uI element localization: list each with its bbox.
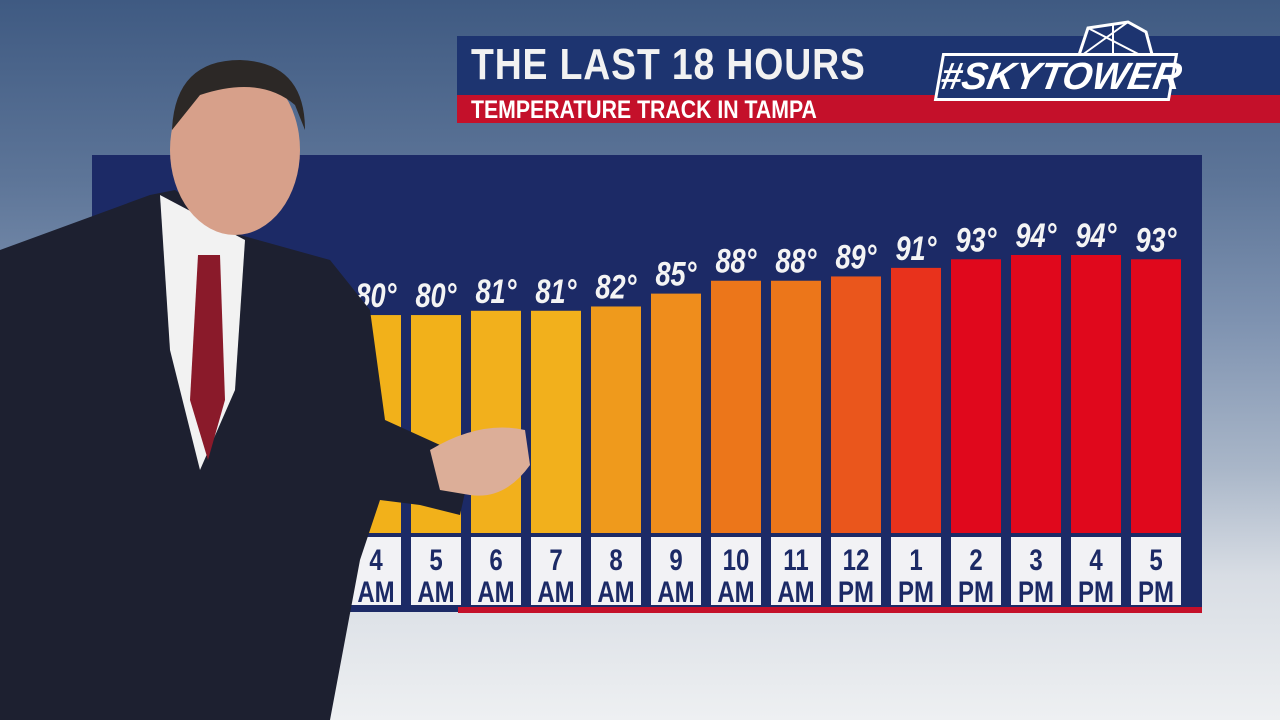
- data-label: 89°: [835, 238, 877, 277]
- tick-box: [531, 537, 581, 605]
- data-label: 93°: [1135, 220, 1177, 259]
- bar-2-PM: [951, 259, 1001, 533]
- tick-label: 8: [609, 542, 622, 576]
- data-label: 85°: [655, 255, 697, 294]
- tick-box: [1131, 537, 1181, 605]
- tick-label: 12: [843, 542, 870, 576]
- data-label: 93°: [955, 220, 997, 259]
- tick-box: [711, 537, 761, 605]
- tick-label: 5: [429, 542, 442, 576]
- bar-7-AM: [531, 310, 581, 533]
- tick-label: 9: [669, 542, 682, 576]
- data-label: 88°: [715, 242, 757, 281]
- tick-label: PM: [1138, 574, 1174, 608]
- tick-box: [411, 537, 461, 605]
- bar-9-AM: [651, 293, 701, 533]
- bar-8-AM: [591, 306, 641, 533]
- tick-label: 6: [489, 542, 502, 576]
- data-label: 94°: [1075, 216, 1117, 255]
- tick-box: [651, 537, 701, 605]
- data-label: 80°: [415, 276, 457, 315]
- data-label: 81°: [535, 272, 577, 311]
- tick-box: [951, 537, 1001, 605]
- skytower-logo: #SKYTOWER: [933, 20, 1185, 101]
- chart-baseline-stripe: [458, 607, 1202, 613]
- bar-1-PM: [891, 267, 941, 533]
- tick-box: [1071, 537, 1121, 605]
- chart-subtitle: TEMPERATURE TRACK IN TAMPA: [471, 96, 817, 124]
- tick-box: [591, 537, 641, 605]
- bar-3-PM: [1011, 255, 1061, 533]
- bar-6-AM: [471, 310, 521, 533]
- tick-label: PM: [1018, 574, 1054, 608]
- tick-label: 4: [369, 542, 382, 576]
- data-label: 82°: [595, 268, 637, 307]
- tick-box: [471, 537, 521, 605]
- tick-label: 11: [783, 542, 808, 576]
- data-label: 91°: [895, 229, 937, 268]
- tick-label: 10: [723, 542, 750, 576]
- tick-label: AM: [417, 574, 454, 608]
- tick-label: 4: [1089, 542, 1102, 576]
- data-label: 94°: [1015, 216, 1057, 255]
- tick-box: [1011, 537, 1061, 605]
- tick-label: 2: [969, 542, 982, 576]
- tick-label: AM: [777, 574, 814, 608]
- subtitle-bar: TEMPERATURE TRACK IN TAMPA: [457, 95, 1280, 124]
- tick-label: AM: [477, 574, 514, 608]
- bar-5-PM: [1131, 259, 1181, 533]
- tick-label: AM: [597, 574, 634, 608]
- tick-label: PM: [838, 574, 874, 608]
- tick-label: 3: [1029, 542, 1042, 576]
- tick-box: [891, 537, 941, 605]
- bar-10-AM: [711, 280, 761, 533]
- tick-label: 5: [1149, 542, 1162, 576]
- tick-label: AM: [717, 574, 754, 608]
- bar-11-AM: [771, 280, 821, 533]
- chart-title: THE LAST 18 HOURS: [471, 40, 866, 89]
- tick-label: AM: [657, 574, 694, 608]
- bar-4-PM: [1071, 255, 1121, 533]
- data-label: 88°: [775, 242, 817, 281]
- tick-box: [831, 537, 881, 605]
- tick-label: 7: [549, 542, 562, 576]
- tick-label: PM: [958, 574, 994, 608]
- tick-label: PM: [898, 574, 934, 608]
- data-label: 81°: [475, 272, 517, 311]
- tick-label: 1: [909, 542, 922, 576]
- bar-12-PM: [831, 276, 881, 533]
- tick-label: AM: [537, 574, 574, 608]
- tick-label: AM: [357, 574, 394, 608]
- tick-label: PM: [1078, 574, 1114, 608]
- tick-box: [771, 537, 821, 605]
